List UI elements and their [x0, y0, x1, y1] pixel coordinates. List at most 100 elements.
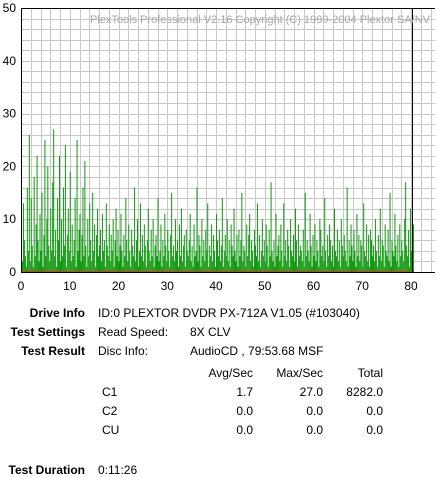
c1-bar	[200, 266, 202, 272]
c1-bar	[208, 266, 210, 272]
c1-bar	[297, 224, 299, 272]
c1-bar	[233, 208, 235, 272]
c1-bar	[373, 261, 375, 272]
c1-bar	[195, 250, 197, 272]
c1-bar	[347, 266, 349, 272]
c1-bar	[385, 250, 387, 272]
c1-bar	[345, 261, 347, 272]
x-tick-label: 70	[356, 279, 370, 293]
c1-bar	[129, 250, 131, 272]
c1-bar	[255, 245, 256, 272]
c1-bar	[163, 256, 165, 272]
c1-bar	[288, 245, 290, 272]
c1-bar	[26, 187, 28, 272]
c1-bar	[75, 266, 77, 272]
c1-bar	[265, 224, 267, 272]
c1-bar	[181, 261, 183, 272]
c1-bar	[22, 203, 24, 272]
c1-bar	[124, 256, 126, 272]
x-axis-tick-labels: 0 10 20 30 40 50 60 70 80	[18, 279, 418, 293]
c1-bar	[105, 203, 107, 272]
c1-bar	[303, 266, 305, 272]
c1-bar	[227, 261, 229, 272]
row-cu-max: 0.0	[306, 423, 323, 437]
c1-bar	[77, 250, 79, 272]
c1-bar	[352, 261, 354, 272]
c1-bar	[74, 198, 76, 272]
c1-bar	[91, 261, 93, 272]
c1-bar	[40, 250, 42, 272]
c1-bar	[72, 256, 74, 272]
c1-bar	[53, 129, 55, 272]
c1-bar	[156, 256, 158, 272]
c1-bar	[247, 256, 249, 272]
c1-bar	[251, 240, 253, 272]
c1-bar	[160, 224, 162, 272]
col-header-total: Total	[357, 366, 383, 380]
c1-bar	[311, 266, 313, 272]
row-c2-total: 0.0	[366, 404, 383, 418]
c1-bar	[249, 213, 251, 272]
c1-bar	[131, 229, 133, 272]
c1-bar	[277, 245, 279, 272]
c1-bar	[295, 240, 297, 272]
c1-bar	[411, 250, 412, 272]
c1-bar	[177, 266, 179, 272]
c1-bar	[23, 240, 25, 272]
c1-bar	[368, 235, 370, 272]
c1-bar	[377, 235, 379, 272]
c1-bar	[325, 250, 327, 272]
c1-bar	[73, 240, 75, 272]
c1-bar	[289, 266, 291, 272]
row-c1-max: 27.0	[299, 385, 323, 399]
c1-bar	[102, 250, 104, 272]
c1-bar	[138, 250, 140, 272]
c1-bar	[363, 203, 365, 272]
c1-bar	[35, 224, 37, 272]
c1-bar	[280, 224, 282, 272]
c1-bar	[388, 261, 390, 272]
c1-bar	[113, 266, 115, 272]
c1-bar	[80, 261, 82, 272]
c1-bar	[118, 261, 120, 272]
c1-bar	[336, 229, 338, 272]
c1-bar	[165, 245, 167, 272]
c1-bar	[220, 245, 222, 272]
c1-bar	[68, 250, 70, 272]
c1-bar	[203, 240, 205, 272]
c1-bar	[386, 256, 388, 272]
c1-bar	[152, 219, 154, 272]
row-c2-name: C2	[102, 404, 118, 418]
c1-bar	[95, 266, 97, 272]
c1-bar	[112, 219, 114, 272]
c1-bar	[299, 245, 301, 272]
c1-bar	[326, 266, 328, 272]
row-c1-avg: 1.7	[236, 385, 253, 399]
c1-bar	[379, 208, 381, 272]
c1-bar	[271, 250, 273, 272]
row-cu-name: CU	[102, 423, 120, 437]
c1-bar	[128, 224, 130, 272]
c1-bar	[151, 256, 153, 272]
c1-bar	[343, 235, 345, 272]
c1-bar	[24, 256, 26, 272]
c1-bar	[99, 245, 100, 272]
c1-bar	[109, 261, 111, 272]
c1-bar	[230, 224, 232, 272]
c1-bar	[97, 208, 99, 272]
c1-bar	[194, 256, 196, 272]
c1-bar	[93, 250, 95, 272]
c1-bar	[65, 266, 67, 272]
drive-info-label: Drive Info	[29, 306, 85, 320]
c1-bar	[135, 261, 137, 272]
c1-bar	[179, 256, 181, 272]
c1-bar	[205, 229, 207, 272]
c1-bar	[335, 256, 337, 272]
c1-bar	[217, 256, 219, 272]
c1-bar	[269, 256, 271, 272]
c1-bar	[329, 224, 331, 272]
c1-bar	[285, 240, 287, 272]
c1-bar	[182, 245, 184, 272]
c1-bar	[284, 256, 286, 272]
c1-bar	[133, 256, 135, 272]
